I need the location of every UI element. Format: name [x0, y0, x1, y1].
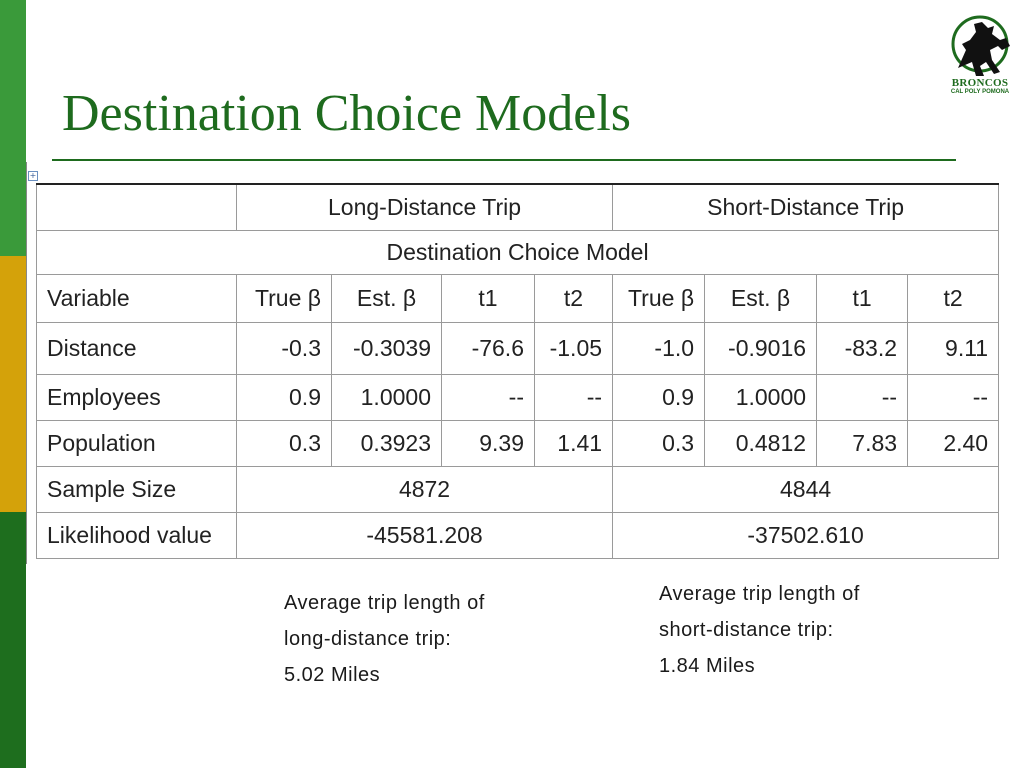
- table-cell: 0.3923: [331, 419, 442, 467]
- table-cell: -0.3: [236, 321, 332, 375]
- table-frame-line: [26, 162, 27, 564]
- long-distance-header: Long-Distance Trip: [235, 183, 614, 231]
- group-header-row: Long-Distance Trip Short-Distance Trip: [36, 183, 1000, 231]
- short-distance-note: Average trip length of short-distance tr…: [659, 576, 860, 684]
- table-cell: --: [816, 373, 909, 421]
- side-stripe-dark-green: [0, 512, 26, 768]
- model-header: Destination Choice Model: [35, 229, 1000, 275]
- table-cell: 0.3: [236, 419, 332, 467]
- col-header-t1-short: t1: [816, 273, 909, 323]
- table-cell: --: [533, 373, 614, 421]
- likelihood-short: -37502.610: [612, 511, 1000, 559]
- table-cell: 0.4812: [704, 419, 818, 467]
- results-table-container: Long-Distance Trip Short-Distance Trip D…: [35, 183, 1000, 559]
- row-label: Employees: [36, 373, 237, 421]
- row-label: Sample Size: [36, 465, 237, 513]
- table-cell: 0.9: [236, 373, 332, 421]
- row-label: Distance: [36, 321, 237, 375]
- logo-name: BRONCOS: [951, 77, 1009, 89]
- table-cell: -1.0: [612, 321, 706, 375]
- table-move-handle-icon[interactable]: +: [28, 171, 38, 181]
- title-divider: [52, 159, 956, 161]
- table-cell: 9.39: [441, 419, 535, 467]
- table-cell: -76.6: [441, 321, 535, 375]
- col-header-t1-long: t1: [441, 273, 535, 323]
- table-row: Population 0.3 0.3923 9.39 1.41 0.3 0.48…: [36, 419, 1000, 467]
- sample-size-short: 4844: [612, 465, 1000, 513]
- sample-size-row: Sample Size 4872 4844: [36, 465, 1000, 513]
- col-header-t2-short: t2: [907, 273, 1000, 323]
- likelihood-long: -45581.208: [235, 511, 614, 559]
- table-cell: -0.3039: [331, 321, 442, 375]
- table-cell: -0.9016: [704, 321, 818, 375]
- likelihood-row: Likelihood value -45581.208 -37502.610: [36, 511, 1000, 559]
- note-line: long-distance trip:: [284, 628, 452, 650]
- sample-size-long: 4872: [235, 465, 614, 513]
- row-label: Population: [36, 419, 237, 467]
- long-distance-note: Average trip length of long-distance tri…: [284, 585, 485, 693]
- table-cell: -83.2: [816, 321, 909, 375]
- col-header-true-beta-long: True β: [236, 273, 332, 323]
- col-header-est-beta-short: Est. β: [704, 273, 818, 323]
- table-cell: 9.11: [907, 321, 1000, 375]
- table-cell: 1.0000: [704, 373, 818, 421]
- col-header-est-beta-long: Est. β: [331, 273, 442, 323]
- table-cell: -1.05: [533, 321, 614, 375]
- note-line: short-distance trip:: [659, 619, 834, 641]
- col-header-variable: Variable: [36, 273, 237, 323]
- slide-title: Destination Choice Models: [62, 85, 632, 142]
- col-header-true-beta-short: True β: [612, 273, 706, 323]
- results-table: Long-Distance Trip Short-Distance Trip D…: [35, 183, 1000, 559]
- table-row: Distance -0.3 -0.3039 -76.6 -1.05 -1.0 -…: [36, 321, 1000, 375]
- side-stripe-green: [0, 0, 26, 256]
- table-cell: 1.41: [533, 419, 614, 467]
- note-line: 5.02 Miles: [284, 664, 381, 686]
- note-line: Average trip length of: [659, 583, 860, 605]
- table-cell: 0.3: [612, 419, 706, 467]
- model-header-row: Destination Choice Model: [35, 229, 1000, 275]
- row-label: Likelihood value: [36, 511, 237, 559]
- table-cell: --: [441, 373, 535, 421]
- table-cell: 0.9: [612, 373, 706, 421]
- side-stripe-gold: [0, 256, 26, 512]
- note-line: 1.84 Miles: [659, 655, 756, 677]
- column-header-row: Variable True β Est. β t1 t2 True β Est.…: [36, 273, 1000, 323]
- col-header-t2-long: t2: [533, 273, 614, 323]
- bronco-horse-icon: [951, 15, 1010, 76]
- logo-subtitle: CAL POLY POMONA: [950, 89, 1010, 95]
- table-cell: 7.83: [816, 419, 909, 467]
- logo-text: BRONCOS CAL POLY POMONA: [940, 77, 1020, 95]
- note-line: Average trip length of: [284, 592, 485, 614]
- table-cell: 2.40: [907, 419, 1000, 467]
- table-cell: 1.0000: [331, 373, 442, 421]
- table-row: Employees 0.9 1.0000 -- -- 0.9 1.0000 --…: [36, 373, 1000, 421]
- table-cell: --: [907, 373, 1000, 421]
- empty-header-cell: [36, 183, 237, 231]
- short-distance-header: Short-Distance Trip: [612, 183, 1000, 231]
